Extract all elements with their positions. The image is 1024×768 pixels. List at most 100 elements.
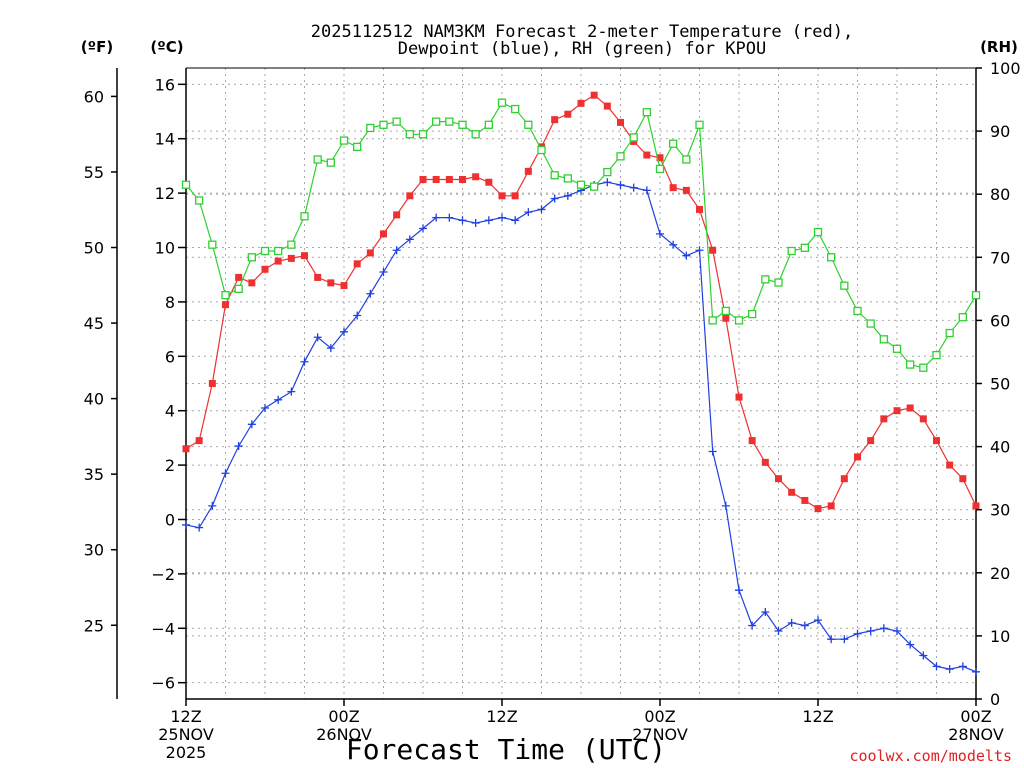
celsius-tick-label: 16 [155, 75, 175, 94]
rh-point [208, 240, 217, 249]
rh-point [234, 284, 243, 294]
dewpoint-point [458, 216, 467, 225]
x-tick-label: 12Z [486, 707, 517, 726]
dewpoint-point [432, 213, 441, 222]
celsius-tick-label: −6 [151, 674, 175, 693]
rh-point [866, 319, 875, 328]
temperature-point [498, 192, 506, 200]
dewpoint-point [906, 640, 915, 649]
temperature-point [327, 279, 335, 287]
rh-point [181, 180, 191, 189]
dewpoint-point [656, 229, 664, 238]
temperature-point [814, 505, 822, 513]
rh-point [576, 180, 586, 189]
dewpoint-point [313, 333, 322, 342]
fahrenheit-tick-label: 60 [84, 87, 104, 106]
fahrenheit-tick-label: 40 [84, 390, 104, 409]
temperature-point [617, 118, 624, 126]
temperature-point [551, 116, 559, 124]
grid-lines [186, 68, 976, 699]
temperature-point [669, 184, 677, 192]
temperature-point [761, 458, 769, 466]
dewpoint-point [511, 216, 520, 225]
dewpoint-point [787, 618, 796, 627]
rh-point [906, 360, 915, 369]
rh-point [761, 275, 770, 284]
temperature-point [432, 176, 440, 184]
dewpoint-point [708, 447, 717, 456]
rh-point [511, 104, 520, 114]
dewpoint-point [629, 183, 638, 192]
dewpoint-point [405, 235, 414, 244]
dewpoint-point [274, 395, 283, 404]
temperature-point [459, 176, 466, 184]
temperature-point [287, 254, 295, 262]
temperature-point [564, 110, 572, 118]
rh-point [721, 306, 730, 316]
fahrenheit-tick-label: 50 [84, 239, 104, 258]
temperature-point [722, 314, 730, 322]
dewpoint-point [840, 635, 849, 644]
dewpoint-point [827, 635, 836, 644]
chart-title-line-1: 2025112512 NAM3KM Forecast 2-meter Tempe… [311, 22, 853, 42]
rh-tick-label: 20 [990, 564, 1010, 583]
x-tick-label: 26NOV [316, 725, 372, 744]
dewpoint-point [563, 191, 572, 200]
temperature-point [893, 407, 901, 415]
temperature-point [511, 192, 519, 200]
temperature-point [274, 257, 282, 265]
temperature-point [748, 437, 756, 445]
rh-point [445, 117, 454, 126]
temperature-point [472, 173, 480, 181]
x-tick-label: 12Z [170, 707, 201, 726]
celsius-tick-label: 0 [165, 510, 175, 529]
temperature-point [788, 488, 796, 496]
rh-point [590, 182, 599, 191]
rh-tick-label: 100 [990, 59, 1021, 78]
rh-tick-label: 60 [990, 311, 1010, 330]
rh-point [603, 167, 612, 177]
dewpoint-point [800, 621, 809, 630]
rh-point [524, 120, 533, 129]
temperature-point [880, 415, 888, 423]
dewpoint-point [616, 180, 625, 189]
temperature-point [301, 252, 308, 260]
rh-tick-label: 90 [990, 122, 1010, 141]
temperature-point [380, 230, 387, 238]
fahrenheit-tick-label: 55 [84, 163, 104, 182]
temperature-point [222, 301, 229, 309]
rh-point [642, 108, 651, 117]
celsius-tick-label: 10 [155, 239, 175, 258]
dewpoint-point [774, 627, 783, 636]
temperature-point [366, 249, 374, 257]
rh-point [326, 158, 335, 167]
rh-point [563, 174, 572, 183]
rh-point [669, 139, 678, 148]
rh-point [247, 253, 256, 262]
x-axis-title: Forecast Time (UTC) [346, 733, 666, 766]
temperature-point [393, 211, 401, 219]
rh-point [695, 120, 704, 129]
dewpoint-point [445, 213, 454, 222]
rh-point [458, 120, 467, 129]
dewpoint-point [682, 251, 691, 260]
dewpoint-point [300, 357, 309, 366]
dewpoint-point [221, 469, 230, 478]
dewpoint-point [748, 621, 757, 630]
dewpoint-point [234, 442, 243, 451]
rh-tick-label: 10 [990, 627, 1010, 646]
dewpoint-point [392, 246, 401, 255]
temperature-point [972, 502, 980, 510]
x-tick-label: 28NOV [948, 725, 1004, 744]
celsius-tick-label: 8 [165, 293, 175, 312]
dewpoint-point [379, 267, 388, 276]
fahrenheit-tick-label: 25 [84, 616, 104, 635]
dewpoint-point [879, 624, 888, 633]
series-layer [181, 91, 981, 676]
temperature-point [682, 186, 690, 194]
rh-point [497, 98, 507, 107]
rh-point [932, 350, 941, 360]
temperature-point [919, 415, 927, 423]
rh-point [840, 281, 849, 290]
